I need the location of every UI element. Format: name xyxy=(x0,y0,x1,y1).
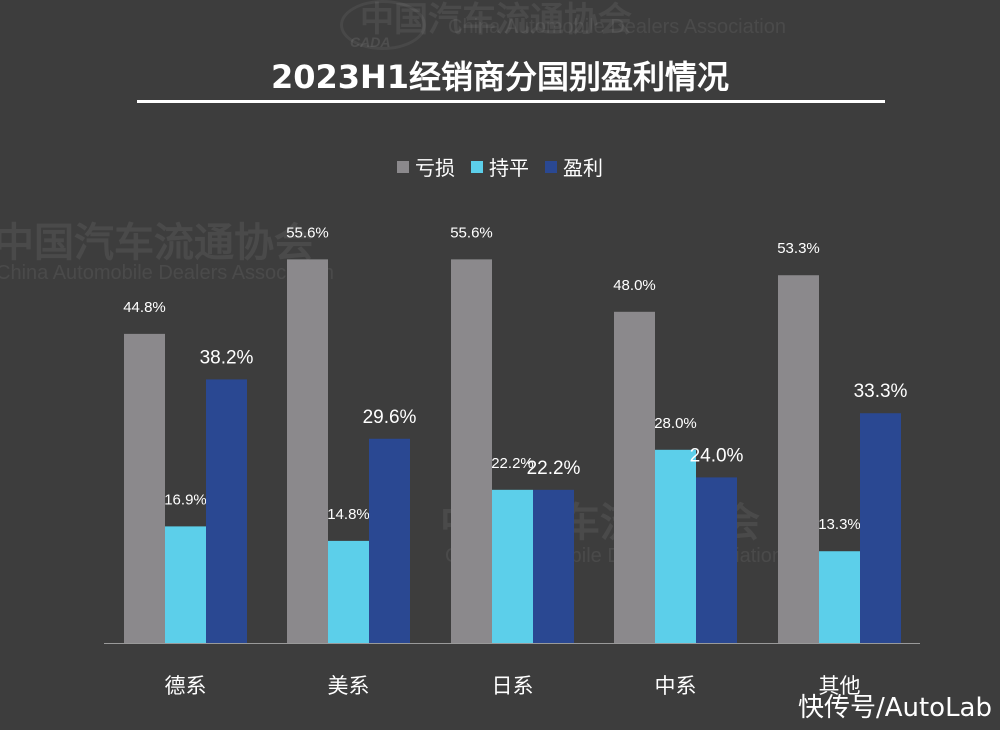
x-tick-label-1: 美系 xyxy=(328,674,370,698)
legend-label-loss: 亏损 xyxy=(415,156,455,180)
bar-loss-1 xyxy=(287,259,328,643)
data-label-breakeven-0: 16.9% xyxy=(164,491,207,508)
bar-breakeven-0 xyxy=(165,526,206,643)
source-credit: 快传号/AutoLab xyxy=(797,693,992,723)
chart-legend: 亏损 持平 盈利 xyxy=(0,152,1000,181)
x-tick-label-4: 其他 xyxy=(819,674,861,698)
data-label-breakeven-1: 14.8% xyxy=(327,506,370,523)
bar-profit-3 xyxy=(696,477,737,643)
data-label-profit-0: 38.2% xyxy=(200,347,254,368)
bar-profit-0 xyxy=(206,379,247,643)
legend-swatch-profit xyxy=(545,160,557,173)
bar-profit-4 xyxy=(860,413,901,643)
x-tick-label-2: 日系 xyxy=(492,674,534,698)
legend-swatch-breakeven xyxy=(471,160,483,173)
data-label-loss-1: 55.6% xyxy=(286,224,329,241)
title-underline xyxy=(137,100,885,103)
chart-title: 2023H1经销商分国别盈利情况 xyxy=(270,58,730,96)
data-label-profit-1: 29.6% xyxy=(363,407,417,428)
data-label-profit-2: 22.2% xyxy=(527,458,581,479)
x-tick-label-0: 德系 xyxy=(165,674,207,698)
bar-breakeven-3 xyxy=(655,449,696,643)
data-label-breakeven-4: 13.3% xyxy=(818,516,861,533)
legend-item-breakeven: 持平 xyxy=(471,152,529,181)
bar-breakeven-4 xyxy=(819,551,860,643)
legend-swatch-loss xyxy=(397,160,409,173)
bar-profit-1 xyxy=(369,438,410,643)
data-label-loss-0: 44.8% xyxy=(123,299,166,316)
bar-loss-4 xyxy=(778,275,819,643)
data-label-breakeven-3: 28.0% xyxy=(654,415,697,432)
bar-loss-2 xyxy=(451,259,492,643)
bar-loss-3 xyxy=(614,311,655,643)
data-label-profit-3: 24.0% xyxy=(690,445,744,466)
legend-label-profit: 盈利 xyxy=(563,156,603,180)
data-label-breakeven-2: 22.2% xyxy=(491,455,534,472)
bar-loss-0 xyxy=(124,333,165,643)
data-label-loss-2: 55.6% xyxy=(450,224,493,241)
bar-breakeven-2 xyxy=(492,489,533,643)
legend-item-profit: 盈利 xyxy=(545,152,603,181)
legend-item-loss: 亏损 xyxy=(397,152,455,181)
data-label-loss-3: 48.0% xyxy=(613,277,656,294)
bar-profit-2 xyxy=(533,489,574,643)
x-tick-label-3: 中系 xyxy=(655,674,697,698)
data-label-profit-4: 33.3% xyxy=(854,381,908,402)
bar-breakeven-1 xyxy=(328,540,369,643)
data-label-loss-4: 53.3% xyxy=(777,240,820,257)
legend-label-breakeven: 持平 xyxy=(489,156,529,180)
